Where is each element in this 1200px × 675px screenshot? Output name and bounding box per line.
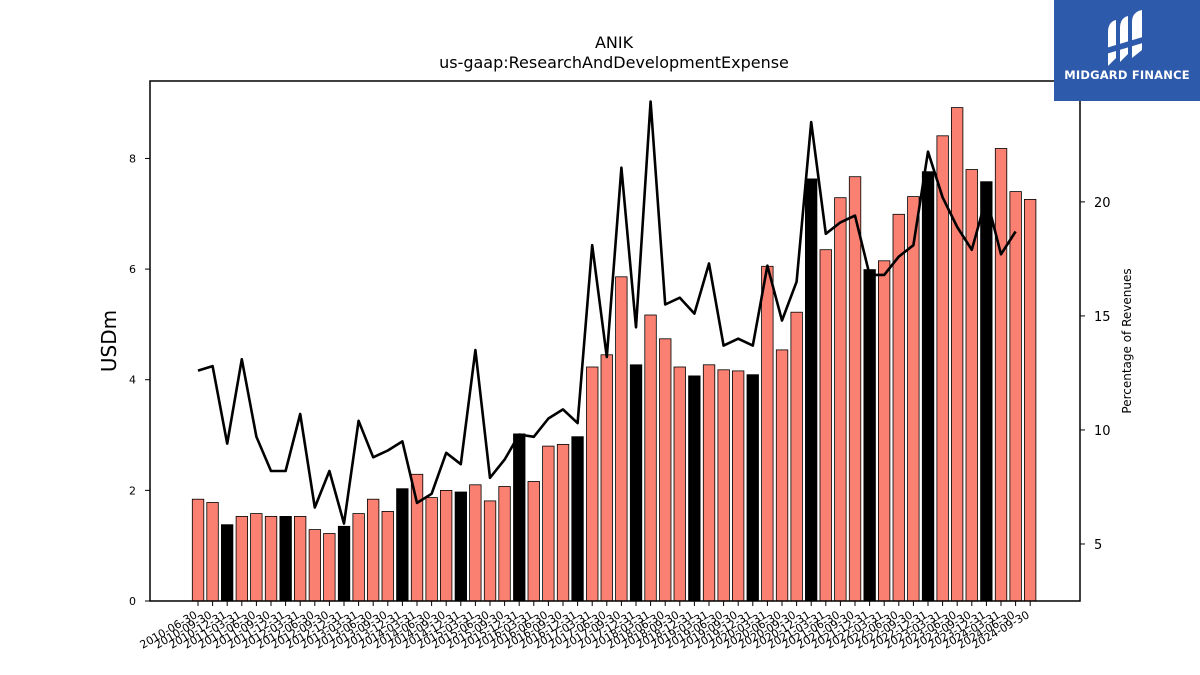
bar [688, 375, 701, 602]
bar [352, 513, 365, 602]
bar [673, 366, 686, 602]
bar [513, 433, 526, 602]
bar [951, 107, 964, 602]
bar [410, 473, 424, 602]
bar [805, 178, 818, 602]
chart-subtitle: us-gaap:ResearchAndDevelopmentExpense [439, 53, 789, 72]
y2-axis: 5 10 15 20 [1080, 196, 1111, 553]
bar [702, 364, 716, 602]
bar [819, 249, 832, 602]
chart-title: ANIK [595, 33, 634, 52]
bar [878, 260, 891, 602]
bar [425, 497, 438, 602]
bar [571, 436, 584, 602]
bar [308, 529, 322, 602]
bar [542, 445, 555, 602]
logo-text: MIDGARD FINANCE [1064, 68, 1190, 82]
bar [279, 516, 292, 602]
y2-tick-label: 20 [1094, 196, 1111, 211]
bar [921, 171, 935, 602]
midgard-logo-icon [1106, 10, 1146, 66]
bar [206, 502, 219, 602]
y-tick-label: 8 [129, 152, 136, 165]
bar [250, 513, 263, 602]
bar [469, 484, 482, 602]
y2-tick-label: 15 [1094, 310, 1111, 325]
bar [746, 374, 759, 602]
bar [659, 338, 672, 602]
bar [790, 311, 803, 602]
bar [834, 197, 847, 602]
bar [337, 525, 351, 602]
bar [556, 443, 570, 602]
bar [220, 524, 234, 602]
bar [980, 181, 993, 602]
y2-tick-label: 5 [1094, 538, 1102, 553]
bar [366, 498, 380, 602]
bar [644, 314, 657, 602]
bar [761, 265, 774, 602]
y-tick-label: 0 [129, 595, 136, 608]
bar [454, 491, 468, 602]
bar [1009, 191, 1022, 602]
bar [235, 516, 249, 602]
brand-logo: MIDGARD FINANCE [1054, 0, 1200, 101]
bar [863, 269, 876, 602]
bar [717, 369, 730, 602]
x-axis: 2010-06-302010-09-302010-12-312011-03-31… [138, 601, 1032, 652]
bar [586, 366, 599, 602]
bar [629, 364, 643, 602]
bar [498, 486, 511, 602]
bar [892, 213, 905, 602]
bar [264, 516, 278, 602]
plot-frame [149, 80, 1081, 602]
y2-tick-label: 10 [1094, 424, 1111, 439]
bars-group [191, 107, 1037, 602]
line-group [197, 100, 1017, 525]
y-tick-label: 6 [129, 263, 136, 276]
bar [381, 510, 394, 602]
bar [439, 489, 453, 602]
bar [775, 349, 789, 602]
bar [615, 276, 628, 602]
bar [293, 516, 307, 602]
bar [527, 481, 540, 602]
bar [191, 498, 205, 602]
bar [732, 370, 745, 602]
bar [848, 176, 862, 602]
bar [396, 488, 409, 602]
bar [483, 500, 497, 602]
bar [1024, 198, 1037, 602]
y-tick-label: 2 [129, 484, 136, 497]
y-axis: 0 2 4 6 8 [129, 152, 150, 608]
bar [600, 354, 613, 602]
y-tick-label: 4 [129, 374, 136, 387]
bar [994, 148, 1008, 602]
bar [907, 196, 920, 602]
series-line [197, 100, 1017, 525]
y2-axis-label: Percentage of Revenues [1120, 268, 1134, 413]
bar [323, 533, 336, 602]
y-axis-label: USDm [97, 310, 121, 372]
